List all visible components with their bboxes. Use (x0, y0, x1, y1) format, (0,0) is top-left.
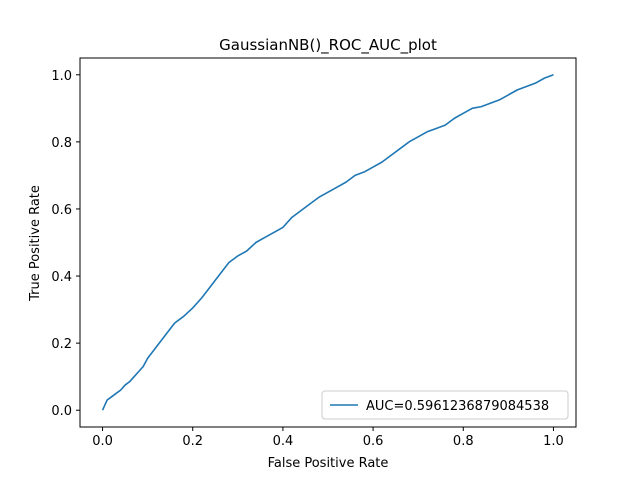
x-tick-label: 0.6 (363, 434, 384, 449)
legend-label: AUC=0.5961236879084538 (366, 399, 549, 414)
plot-area (79, 57, 577, 428)
legend-box (321, 390, 569, 420)
axes-frame (79, 57, 577, 428)
x-tick-label: 1.0 (543, 434, 564, 449)
x-tick-label: 0.4 (273, 434, 294, 449)
x-tick-label: 0.2 (182, 434, 203, 449)
x-axis-label: False Positive Rate (268, 456, 389, 471)
x-tick-label: 0.8 (453, 434, 474, 449)
y-tick-label: 0.8 (51, 136, 72, 151)
y-tick-label: 0.0 (51, 404, 72, 419)
x-tick-label: 0.0 (92, 434, 113, 449)
y-axis-label: True Positive Rate (28, 185, 43, 302)
chart-title: GaussianNB()_ROC_AUC_plot (219, 36, 437, 55)
y-tick-label: 0.6 (51, 203, 72, 218)
y-tick-label: 1.0 (51, 69, 72, 84)
y-tick-label: 0.4 (51, 270, 72, 285)
roc-curve-line (101, 74, 554, 411)
axis-ticks: 0.0 0.2 0.4 0.6 0.8 1.0 0.0 0.2 0.4 0.6 0.8 1.0 (51, 69, 563, 449)
y-tick-label: 0.2 (51, 337, 72, 352)
legend: AUC=0.5961236879084538 (321, 390, 569, 420)
